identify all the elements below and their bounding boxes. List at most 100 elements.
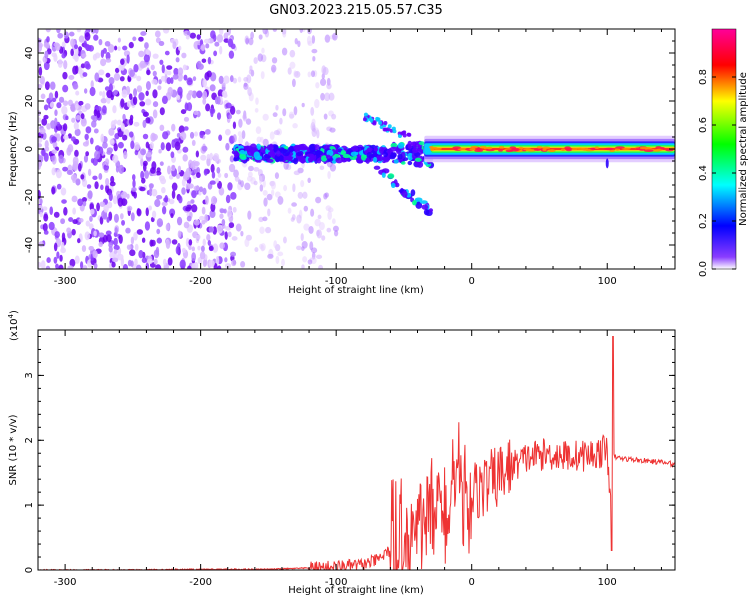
spectrogram-cell [221, 90, 228, 98]
spectrogram-cell [219, 29, 224, 36]
spectrogram-cell [51, 167, 56, 176]
spectrogram-cell [373, 165, 381, 170]
spectrogram-cell [99, 201, 106, 207]
spectrogram-cell [72, 207, 76, 215]
spectrogram-cell [418, 141, 425, 146]
spectrogram-cell [421, 204, 429, 210]
spectrogram-cell [56, 251, 60, 259]
spectrogram-cell [474, 149, 484, 152]
spectrogram-cell [126, 193, 130, 199]
spectrogram-cell [315, 82, 320, 89]
spectrogram-cell [223, 75, 230, 84]
spectrogram-y-tick-label: 40 [24, 47, 35, 60]
spectrogram-cell [195, 150, 200, 158]
spectrogram-cell [155, 264, 162, 269]
spectrogram-cell [78, 35, 85, 43]
spectrogram-cell [509, 146, 517, 149]
spectrogram-cell [98, 38, 103, 46]
spectrogram-cell [229, 105, 236, 115]
spectrogram-cell [75, 114, 81, 121]
spectrogram-cell [186, 102, 193, 112]
spectrogram-cell [308, 226, 314, 234]
spectrogram-cell [283, 236, 287, 244]
spectrogram-cell [293, 157, 299, 165]
spectrogram-cell [181, 187, 186, 195]
spectrogram-cell [100, 133, 105, 143]
spectrogram-cell [202, 259, 207, 268]
colorbar-tick-label: 0.8 [698, 69, 709, 85]
spectrogram-cell [51, 52, 57, 58]
spectrogram-cell [152, 70, 157, 77]
spectrogram-cell [77, 162, 82, 172]
spectrogram-cell [297, 144, 305, 150]
spectrogram-cell [46, 123, 52, 130]
spectrogram-cell [159, 161, 164, 166]
spectrogram-cell [38, 261, 42, 268]
spectrogram-cell [95, 106, 102, 112]
spectrogram-cell [63, 31, 69, 39]
spectrogram-cell [311, 127, 317, 138]
spectrogram-cell [38, 60, 42, 66]
spectrogram-cell [72, 177, 76, 184]
spectrogram-cell [61, 105, 68, 115]
spectrogram-cell [309, 144, 316, 152]
spectrogram-cell [108, 77, 115, 85]
spectrogram-cell [74, 149, 79, 158]
spectrogram-cell [108, 242, 113, 248]
spectrogram-cell [170, 77, 174, 84]
spectrogram-cell [63, 134, 69, 140]
spectrogram-cell [215, 177, 219, 184]
spectrogram-cell [109, 250, 116, 260]
spectrogram-cell [307, 40, 313, 47]
spectrogram-cell [83, 154, 89, 163]
spectrogram-cell [224, 128, 231, 136]
spectrogram-cell [258, 243, 264, 249]
spectrogram-cell [104, 40, 111, 47]
spectrogram-cell [152, 53, 159, 59]
spectrogram-cell [542, 148, 547, 152]
spectrogram-cell [54, 231, 60, 239]
spectrogram-cell [203, 168, 208, 176]
spectrogram-cell [227, 38, 234, 48]
spectrogram-cell [118, 164, 125, 175]
spectrogram-cell [206, 70, 212, 78]
spectrogram-cell [324, 92, 331, 102]
spectrogram-cell [117, 253, 124, 261]
spectrogram-cell [186, 77, 193, 86]
spectrogram-cell [310, 208, 315, 217]
spectrogram-cell [176, 94, 181, 101]
spectrogram-cell [387, 173, 395, 179]
spectrogram-cell [260, 71, 265, 80]
colorbar: 0.0 0.2 0.4 0.6 0.8 Normalized spectral ampl… [698, 28, 749, 277]
spectrogram-cell [499, 146, 505, 149]
spectrogram-cell [407, 152, 414, 161]
spectrogram-cell [266, 193, 273, 201]
spectrogram-cell [167, 257, 173, 266]
spectrogram-cell [221, 218, 226, 226]
spectrogram-cell [202, 78, 207, 88]
spectrogram-cell [165, 142, 172, 152]
spectrogram-cell [255, 126, 262, 134]
spectrogram-cell [248, 37, 254, 46]
spectrogram-cell [72, 82, 78, 90]
spectrogram-cell [660, 146, 665, 150]
spectrogram-cell [390, 142, 398, 149]
spectrogram-cell [49, 206, 54, 216]
spectrogram-cell [165, 240, 171, 249]
spectrogram-cell [300, 179, 305, 188]
spectrogram-cell [38, 66, 43, 76]
spectrogram-cell [307, 156, 314, 163]
spectrogram-cell [208, 245, 214, 252]
spectrogram-cell [216, 112, 222, 120]
spectrogram-x-label: Height of straight line (km) [288, 285, 424, 296]
spectrogram-cell [122, 134, 128, 141]
spectrogram-cell [275, 255, 280, 265]
spectrogram-cell [247, 210, 252, 220]
spectrogram-cell [98, 241, 103, 248]
spectrogram-cell [237, 76, 242, 83]
spectrogram-cell [234, 176, 240, 182]
spectrogram-cell [239, 153, 247, 160]
spectrogram-cell [125, 227, 131, 234]
